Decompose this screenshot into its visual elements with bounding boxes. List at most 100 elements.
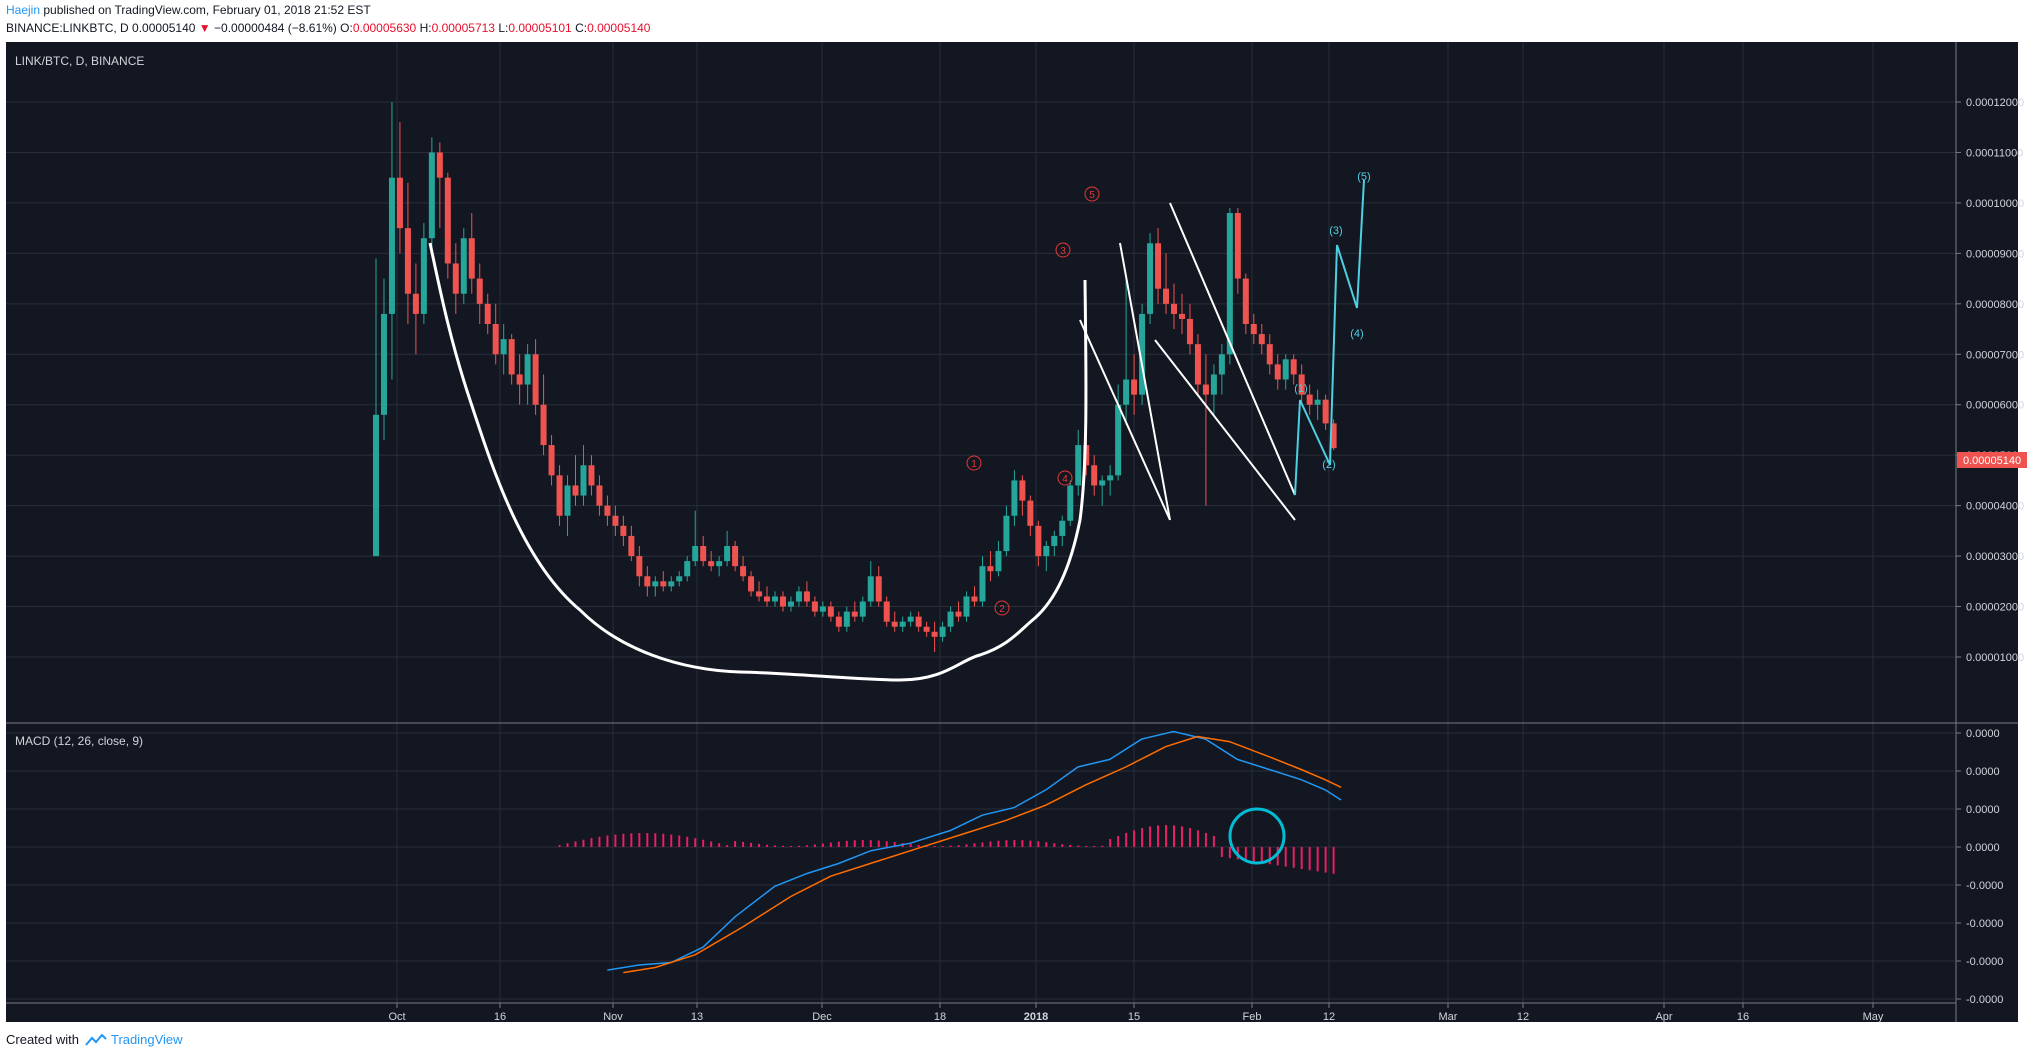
- candle-body: [795, 591, 802, 602]
- candle-body: [1314, 399, 1321, 405]
- x-tick-label: Nov: [603, 1011, 623, 1023]
- candle-body: [700, 546, 707, 562]
- candle-body: [668, 581, 675, 587]
- x-tick-label: Mar: [1439, 1011, 1458, 1023]
- candle-body: [1218, 354, 1225, 375]
- candle-body: [851, 611, 858, 617]
- candle-body: [1171, 303, 1177, 314]
- candle-body: [971, 596, 978, 602]
- candle-body: [612, 515, 619, 526]
- candle-body: [867, 576, 874, 602]
- candle-body: [388, 177, 395, 314]
- candle-body: [732, 546, 739, 567]
- candle-body: [1091, 465, 1098, 486]
- candle-body: [516, 374, 523, 385]
- candle-body: [1051, 535, 1058, 546]
- last-price-tag-bg: [1957, 452, 2027, 468]
- candle-body: [1274, 364, 1281, 380]
- candle-body: [1067, 485, 1074, 521]
- candle-body: [1290, 359, 1297, 375]
- rounded-bottom-curve: [428, 242, 1088, 682]
- candle-body: [460, 238, 467, 294]
- candle-body: [444, 177, 451, 264]
- x-tick-label: Apr: [1655, 1011, 1672, 1023]
- tradingview-brand-link[interactable]: TradingView: [85, 1032, 183, 1047]
- wave-labels-red: 1 2 3 4 5: [966, 186, 1100, 616]
- x-tick-label: 13: [691, 1011, 703, 1023]
- macd-title: MACD (12, 26, close, 9): [15, 734, 143, 748]
- candle-body: [1155, 243, 1162, 289]
- wave-3-marker: [1055, 242, 1071, 258]
- y-tick-label: 0.00003000: [1966, 551, 2024, 563]
- close-value: 0.00005140: [587, 21, 651, 35]
- candle-body: [572, 485, 579, 496]
- projection-1-label: (1): [1294, 383, 1307, 395]
- candle-body: [1043, 546, 1050, 557]
- candle-body: [636, 556, 643, 577]
- candle-body: [484, 303, 491, 324]
- falling-wedge-1: [1079, 242, 1171, 521]
- candle-body: [987, 566, 994, 572]
- candle-body: [907, 616, 914, 622]
- y-tick-label: 0.00011000: [1966, 147, 2023, 159]
- macd-y-tick-label: -0.0000: [1966, 994, 2003, 1006]
- x-tick-label: 16: [494, 1011, 506, 1023]
- last-price-tag: 0.00005140: [1957, 452, 2027, 468]
- falling-wedge-2: [1154, 202, 1296, 521]
- wave-2-marker: [994, 600, 1010, 616]
- candle-body: [604, 505, 611, 516]
- x-tick-label: 12: [1323, 1011, 1335, 1023]
- last-price-tag-text: 0.00005140: [1963, 455, 2021, 467]
- price-axis: 0.00012000 0.00011000 0.00010000 0.00009000…: [1956, 97, 2024, 664]
- candle-body: [1226, 213, 1233, 355]
- candle-body: [373, 414, 379, 557]
- candle-body: [1234, 213, 1241, 279]
- candle-body: [748, 576, 755, 592]
- candle-body: [1115, 404, 1122, 476]
- published-text: published on TradingView.com, February 0…: [43, 3, 371, 17]
- candle-body: [724, 546, 731, 562]
- candle-body: [963, 596, 970, 617]
- candle-body: [1210, 374, 1217, 395]
- candle-body: [420, 238, 427, 314]
- y-tick-label: 0.00009000: [1966, 248, 2024, 260]
- price-chart[interactable]: LINK/BTC, D, BINANCE MACD (12, 26, close…: [0, 40, 2035, 1025]
- candle-body: [500, 339, 507, 355]
- candle-body: [1139, 313, 1146, 395]
- macd-y-tick-label: 0.0000: [1966, 804, 2000, 816]
- candle-body: [939, 626, 946, 637]
- candle-body: [875, 576, 882, 602]
- macd-line: [607, 730, 1342, 971]
- grid: [6, 42, 1956, 1003]
- candle-body: [1003, 515, 1010, 552]
- candle-body: [452, 263, 459, 294]
- candle-body: [1027, 500, 1034, 526]
- candle-body: [1107, 475, 1114, 481]
- x-tick-label: 12: [1517, 1011, 1529, 1023]
- candle-body: [891, 621, 898, 627]
- wave-1-marker: [966, 455, 982, 471]
- author-link[interactable]: Haejin: [6, 3, 41, 17]
- candle-body: [995, 551, 1002, 572]
- candle-body: [676, 576, 683, 582]
- candle-body: [779, 596, 786, 607]
- candle-body: [660, 581, 667, 587]
- candle-body: [628, 535, 635, 557]
- x-tick-label: Oct: [388, 1011, 405, 1023]
- last-price: 0.00005140: [132, 21, 196, 35]
- macd-pane: 0.0000 0.0000 0.0000 0.0000 -0.0000 -0.0000 -0…: [6, 728, 2003, 1006]
- macd-y-tick-label: -0.0000: [1966, 918, 2003, 930]
- candle-body: [468, 238, 475, 279]
- symbol-line: BINANCE:LINKBTC, D 0.00005140 ▼ −0.00000…: [6, 21, 650, 35]
- open-value: 0.00005630: [352, 21, 417, 35]
- candle-body: [1011, 480, 1018, 516]
- candle-body: [947, 611, 954, 627]
- macd-y-tick-label: 0.0000: [1966, 728, 2000, 740]
- candle-body: [596, 485, 603, 506]
- candle-body: [899, 621, 906, 627]
- candle-body: [1178, 313, 1185, 319]
- high-label: H:: [419, 21, 432, 35]
- candle-body: [476, 278, 483, 304]
- candle-body: [1282, 359, 1289, 380]
- candle-body: [548, 445, 555, 476]
